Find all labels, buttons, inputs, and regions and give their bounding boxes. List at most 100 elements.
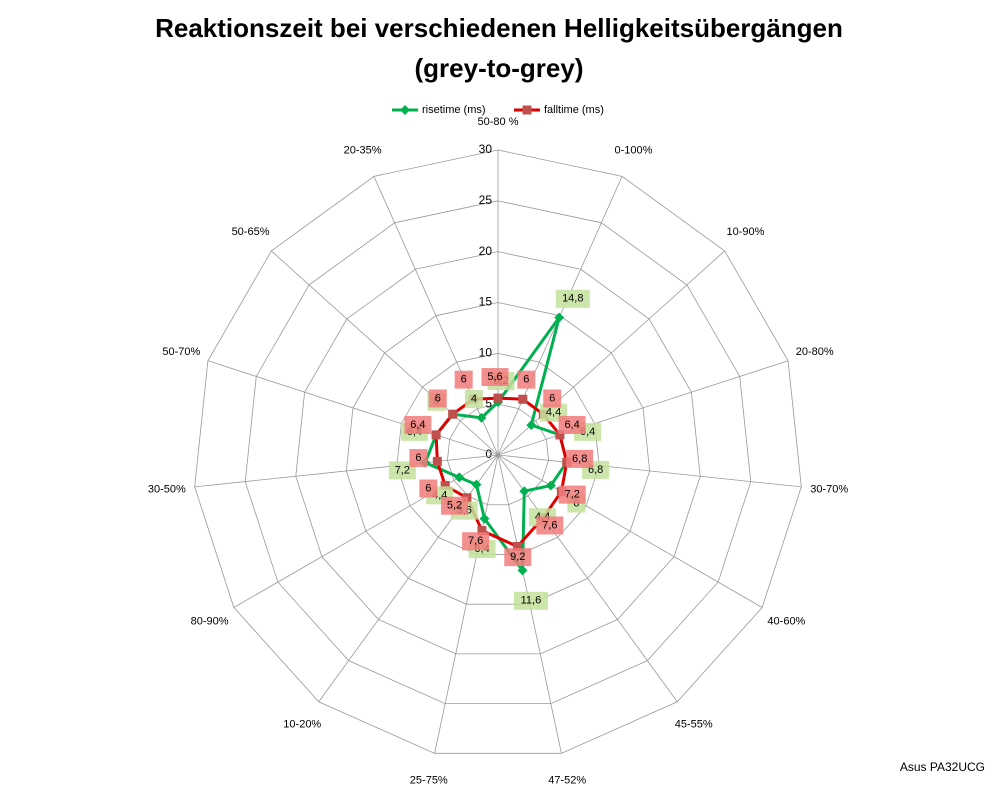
- category-label: 50-65%: [232, 226, 270, 238]
- value-label: 6: [428, 389, 447, 408]
- marker: [432, 456, 442, 466]
- value-label: 14,8: [555, 289, 590, 308]
- value-label-text: 5,2: [447, 500, 462, 512]
- value-label-text: 9,2: [510, 551, 525, 563]
- value-label-text: 7,6: [468, 535, 483, 547]
- value-label-box: [558, 485, 586, 504]
- value-label-text: 4: [471, 393, 477, 405]
- spoke: [497, 250, 725, 456]
- marker: [471, 479, 482, 490]
- value-label-box: [409, 449, 428, 468]
- value-label-box: [388, 461, 416, 480]
- category-label: 47-52%: [548, 775, 586, 786]
- value-label-text: 7,2: [395, 464, 410, 476]
- value-label-box: [404, 415, 432, 434]
- legend-marker: [400, 105, 410, 115]
- value-label: 6,4: [404, 415, 432, 434]
- spoke: [271, 250, 499, 456]
- series-line: [434, 396, 569, 549]
- footer: Asus PA32UCG: [900, 760, 985, 774]
- category-label: 10-90%: [727, 226, 765, 238]
- category-label: 30-70%: [810, 484, 848, 496]
- category-label: 20-80%: [796, 346, 834, 358]
- marker: [454, 472, 465, 483]
- value-label: 6,4: [558, 415, 586, 434]
- category-label: 10-20%: [283, 718, 321, 730]
- value-label-text: 7,6: [542, 519, 557, 531]
- legend-marker: [522, 105, 532, 115]
- marker: [448, 409, 458, 419]
- value-label: 7,2: [558, 485, 586, 504]
- marker: [555, 430, 565, 440]
- spoke: [497, 454, 802, 488]
- value-label: 9,2: [504, 548, 532, 567]
- value-label-box: [464, 390, 483, 409]
- grid-ring: [194, 149, 802, 754]
- value-label-box: [428, 389, 447, 408]
- r-tick-label: 25: [479, 193, 493, 207]
- marker: [476, 412, 487, 423]
- value-label-box: [543, 389, 562, 408]
- value-label: 7,6: [462, 532, 490, 551]
- value-label-box: [536, 516, 564, 535]
- value-label-box: [504, 548, 532, 567]
- value-label-text: 6,8: [572, 453, 587, 465]
- category-label: 0-100%: [614, 145, 652, 157]
- category-label: 80-90%: [191, 615, 229, 627]
- category-label: 20-35%: [344, 145, 382, 157]
- value-label-text: 11,6: [521, 595, 542, 607]
- r-tick-label: 20: [479, 244, 493, 258]
- value-label-text: 6: [523, 374, 529, 386]
- r-tick-label: 15: [479, 295, 493, 309]
- marker: [479, 513, 490, 524]
- value-label-text: 6,4: [410, 419, 425, 431]
- value-label-text: 6: [425, 482, 431, 494]
- value-label-box: [454, 370, 473, 389]
- r-tick-label: 10: [479, 346, 493, 360]
- category-label: 30-50%: [148, 484, 186, 496]
- legend-label: risetime (ms): [422, 104, 486, 116]
- spoke: [373, 176, 499, 456]
- value-label-box: [566, 449, 594, 468]
- value-label-box: [481, 368, 509, 387]
- value-label-box: [513, 591, 548, 610]
- legend-label: falltime (ms): [544, 104, 604, 116]
- spoke: [194, 454, 499, 488]
- r-tick-label: 0: [485, 447, 492, 461]
- grid-ring: [447, 403, 549, 506]
- value-label-text: 5,6: [487, 371, 502, 383]
- marker: [518, 394, 528, 404]
- marker: [526, 420, 537, 431]
- grid-ring: [295, 251, 701, 655]
- value-label-text: 6: [549, 392, 555, 404]
- marker: [512, 541, 522, 551]
- value-label-text: 6: [435, 392, 441, 404]
- value-label: 6: [543, 389, 562, 408]
- marker: [517, 565, 528, 576]
- grid-ring: [244, 200, 752, 705]
- value-label-text: 14,8: [562, 293, 583, 305]
- marker: [493, 393, 503, 403]
- value-label-box: [558, 415, 586, 434]
- value-label-box: [441, 496, 469, 515]
- category-label: 50-70%: [162, 346, 200, 358]
- spoke: [497, 454, 763, 608]
- category-label: 50-80 %: [478, 116, 519, 128]
- value-label: 11,6: [513, 591, 548, 610]
- value-label-box: [462, 532, 490, 551]
- value-label-text: 4,4: [546, 407, 561, 419]
- value-label: 7,6: [536, 516, 564, 535]
- category-label: 25-75%: [410, 775, 448, 786]
- spoke: [207, 360, 499, 456]
- value-label: 6: [409, 449, 428, 468]
- chart-title: Reaktionszeit bei verschiedenen Helligke…: [155, 13, 843, 43]
- value-label: 5,6: [481, 368, 509, 387]
- spoke: [233, 454, 499, 608]
- marker: [440, 481, 450, 490]
- value-label: 7,2: [388, 461, 416, 480]
- spoke: [497, 360, 789, 456]
- grid-ring: [396, 352, 600, 555]
- value-label: 6,8: [566, 449, 594, 468]
- value-label-box: [419, 479, 438, 498]
